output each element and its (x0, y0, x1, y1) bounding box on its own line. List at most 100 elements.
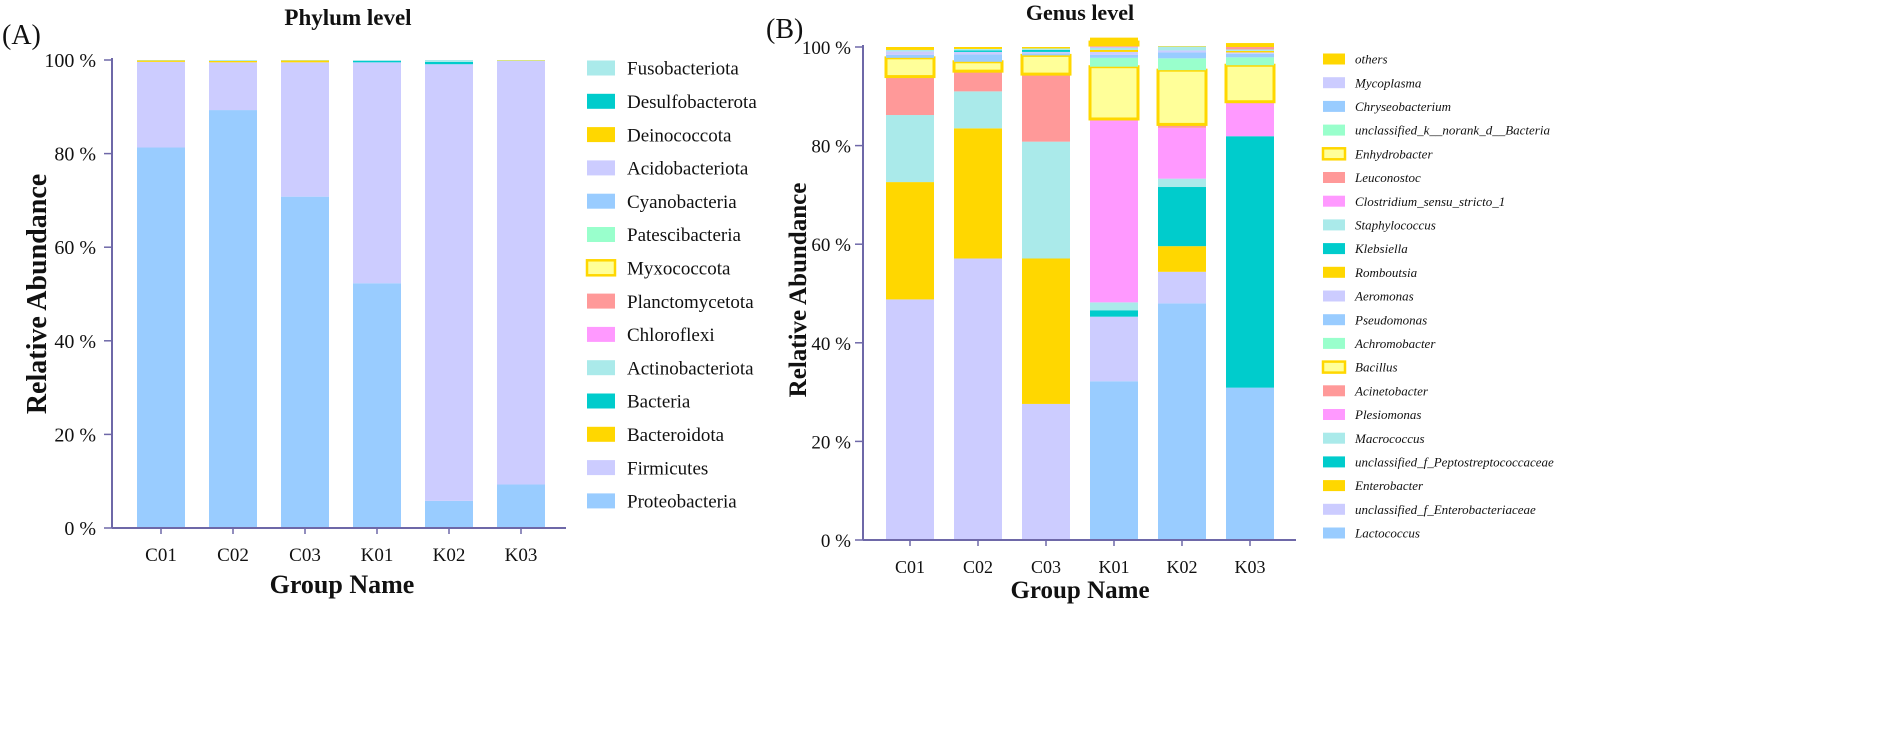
bar-segment-desulfobacterota-k02 (425, 61, 473, 65)
bar-segment-proteobacteria-c01 (137, 147, 185, 529)
legend-swatch-unclassified-k-norank-d-bacteria (1323, 124, 1345, 136)
legend-label-pseudomonas: Pseudomonas (1354, 312, 1427, 327)
legend-swatch-patescibacteria (587, 227, 615, 242)
legend-swatch-desulfobacterota (587, 93, 615, 109)
y-tick-label-1: 20 % (54, 424, 96, 446)
legend-swatch-achromobacter (1323, 337, 1345, 349)
bar-segment-bacillus-k03 (1224, 63, 1276, 104)
bar-segment-acinetobacter-c02 (954, 71, 1002, 92)
bar-segment-fusobacteriota-c02 (209, 60, 257, 61)
bar-segment-macrococcus-k02 (1158, 178, 1206, 188)
legend-label-staphylococcus: Staphylococcus (1355, 217, 1436, 232)
legend-swatch-planctomycetota (587, 293, 615, 309)
legend-label-achromobacter: Achromobacter (1354, 336, 1436, 351)
bar-segment-firmicutes-c01 (137, 61, 185, 148)
x-tick-label-k02: K02 (433, 545, 466, 566)
bar-segment-pseudomonas-c01 (886, 54, 934, 58)
bar-segment-plesiomonas-k02 (1158, 127, 1206, 179)
bar-segment-leuconostoc-k03 (1226, 47, 1274, 50)
x-tick-label-k03: K03 (1235, 557, 1266, 577)
bar-segment-proteobacteria-k03 (497, 484, 545, 528)
bar-segment-acinetobacter-c03 (1022, 74, 1070, 142)
bar-segment-deinococcota-c03 (281, 60, 329, 63)
y-tick-label-2: 40 % (54, 331, 96, 353)
legend-label-deinococcota: Deinococcota (627, 125, 732, 146)
bar-segment-achromobacter-k03 (1226, 57, 1274, 66)
x-tick-label-k01: K01 (1099, 557, 1130, 577)
legend-swatch-aeromonas (1323, 290, 1345, 302)
bar-segment-aeromonas-k02 (1158, 50, 1206, 53)
bar-segment-aeromonas-k03 (1226, 52, 1274, 54)
legend-label-aeromonas: Aeromonas (1354, 289, 1414, 304)
legend-swatch-proteobacteria (587, 493, 615, 509)
bar-segment-achromobacter-k02 (1158, 58, 1206, 71)
legend-label-bacteria: Bacteria (627, 392, 691, 413)
bar-segment-pseudomonas-k03 (1226, 53, 1274, 58)
bar-segment-lactococcus-k01 (1090, 381, 1138, 540)
bar-segment-others-k03 (1226, 43, 1274, 47)
bar-segment-macrococcus-c02 (954, 91, 1002, 129)
legend-swatch-chloroflexi (587, 326, 615, 342)
bar-segment-unclassified-f-peptostreptococcaceae-k01 (1090, 310, 1138, 317)
x-tick-label-c02: C02 (217, 545, 249, 566)
legend-swatch-acinetobacter (1323, 385, 1345, 397)
bar-segment-proteobacteria-k02 (425, 500, 473, 528)
legend-swatch-bacillus (1321, 360, 1347, 374)
legend-swatch-chryseobacterium (1323, 100, 1345, 112)
bar-segment-pseudomonas-k01 (1090, 54, 1138, 58)
legend-swatch-deinococcota (587, 127, 615, 143)
bar-segment-deinococcota-c01 (137, 60, 185, 62)
legend-label-cyanobacteria: Cyanobacteria (627, 192, 737, 213)
y-tick-label-3: 60 % (54, 237, 96, 259)
bar-segment-desulfobacterota-k01 (353, 60, 401, 63)
x-tick-label-c03: C03 (1031, 557, 1061, 577)
legend-label-chryseobacterium: Chryseobacterium (1355, 99, 1451, 114)
bar-segment-unclassified-f-peptostreptococcaceae-k03 (1226, 136, 1274, 388)
y-tick-label-5: 100 % (44, 50, 96, 72)
bar-segment-plesiomonas-k01 (1090, 118, 1138, 303)
legend-label-proteobacteria: Proteobacteria (627, 492, 737, 513)
legend-label-lactococcus: Lactococcus (1354, 526, 1420, 541)
legend-label-unclassified-f-enterobacteriaceae: unclassified_f_Enterobacteriaceae (1355, 502, 1536, 517)
bar-segment-acinetobacter-k02 (1158, 124, 1206, 128)
bar-segment-bacillus-c01 (884, 56, 936, 79)
bar-segment-aeromonas-c02 (954, 51, 1002, 55)
legend-label-macrococcus: Macrococcus (1354, 431, 1425, 446)
bar-segment-plesiomonas-k03 (1226, 101, 1274, 137)
bar-segment-staphylococcus-k02 (1158, 46, 1206, 51)
bar-segment-pseudomonas-c03 (1022, 53, 1070, 56)
legend-swatch-staphylococcus (1323, 219, 1345, 231)
legend-swatch-acidobacteriota (587, 160, 615, 176)
bar-segment-bacillus-k02 (1156, 68, 1208, 126)
y-tick-label-0: 0 % (64, 518, 96, 540)
legend-swatch-mycoplasma (1323, 77, 1345, 89)
x-tick-label-k02: K02 (1167, 557, 1198, 577)
panel-label: (B) (766, 14, 803, 45)
y-tick-label-2: 40 % (811, 334, 851, 355)
legend-swatch-actinobacteriota (587, 360, 615, 376)
x-tick-label-c02: C02 (963, 557, 993, 577)
bar-segment-firmicutes-c02 (209, 62, 257, 111)
bar-segment-staphylococcus-k03 (1226, 49, 1274, 51)
y-tick-label-1: 20 % (811, 432, 851, 453)
legend-swatch-fusobacteriota (587, 60, 615, 76)
legend-label-desulfobacterota: Desulfobacterota (627, 92, 757, 113)
chart-title: Genus level (1026, 0, 1134, 25)
legend-label-acidobacteriota: Acidobacteriota (627, 159, 749, 180)
legend-label-plesiomonas: Plesiomonas (1354, 407, 1421, 422)
legend-swatch-others (1323, 53, 1345, 65)
legend-label-unclassified-f-peptostreptococcaceae: unclassified_f_Peptostreptococcaceae (1355, 454, 1554, 469)
bar-segment-firmicutes-k03 (497, 60, 545, 485)
legend-label-fusobacteriota: Fusobacteriota (627, 59, 739, 80)
legend-label-klebsiella: Klebsiella (1354, 241, 1408, 256)
bar-segment-bacillus-c02 (952, 60, 1004, 73)
bar-segment-firmicutes-c03 (281, 62, 329, 197)
bar-segment-enterobacter-c03 (1022, 258, 1070, 404)
bar-segment-bacillus-k01 (1088, 65, 1140, 121)
legend-label-enhydrobacter: Enhydrobacter (1354, 146, 1433, 161)
bar-segment-macrococcus-c03 (1022, 141, 1070, 259)
bar-segment-achromobacter-k01 (1090, 57, 1138, 67)
legend-label-firmicutes: Firmicutes (627, 458, 708, 479)
legend-swatch-bacteria (587, 393, 615, 409)
bar-segment-acinetobacter-c01 (886, 76, 934, 116)
